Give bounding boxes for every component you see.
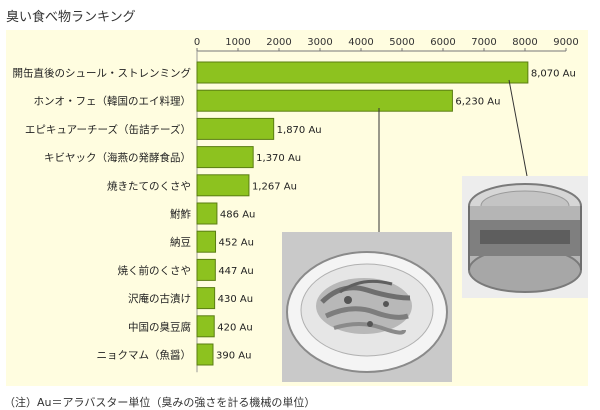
bar	[196, 258, 216, 281]
surstromming-can-photo	[462, 176, 588, 298]
bar	[196, 174, 250, 197]
value-label: 430 Au	[218, 294, 253, 305]
value-label: 420 Au	[217, 322, 252, 333]
photo-connectors	[378, 79, 528, 232]
surstromming-dish-photo	[282, 232, 452, 382]
x-tick-label: 5000	[389, 37, 414, 48]
x-tick-label: 2000	[266, 37, 291, 48]
x-tick-label: 9000	[553, 37, 578, 48]
category-label: 焼く前のくさや	[118, 264, 192, 277]
category-label: 納豆	[170, 236, 191, 249]
x-tick-label: 8000	[512, 37, 537, 48]
value-label: 1,267 Au	[252, 181, 297, 192]
value-label: 452 Au	[219, 238, 254, 249]
bar	[196, 343, 214, 366]
bar	[196, 61, 529, 84]
value-label: 486 Au	[220, 210, 255, 221]
chart-title: 臭い食べ物ランキング	[6, 10, 136, 25]
value-label: 6,230 Au	[455, 97, 500, 108]
connector-line-surstromming	[508, 79, 528, 177]
bar	[196, 230, 217, 253]
category-label: ホンオ・フェ（韓国のエイ料理）	[34, 95, 192, 108]
category-label: エピキュアーチーズ（缶詰チーズ）	[25, 123, 191, 136]
bar	[196, 117, 275, 140]
bars-layer	[196, 61, 529, 366]
value-label: 447 Au	[218, 266, 253, 277]
category-label: 鮒鮓	[170, 208, 191, 221]
value-label: 1,870 Au	[277, 125, 322, 136]
value-labels: 8,070 Au 6,230 Au 1,870 Au 1,370 Au 1,267 Au…	[216, 69, 576, 362]
footnote: （注）Au＝アラバスター単位（臭みの強さを計る機械の単位）	[4, 396, 316, 409]
category-label: 開缶直後のシュール・ストレンミング	[13, 67, 192, 80]
x-tick-label: 0	[194, 37, 200, 48]
bar	[196, 287, 216, 310]
category-label: ニョクマム（魚醤）	[97, 349, 192, 362]
x-tick-label: 3000	[307, 37, 332, 48]
x-tick-label: 4000	[348, 37, 373, 48]
x-tick-label: 7000	[471, 37, 496, 48]
category-label: 沢庵の古漬け	[128, 292, 191, 305]
category-label: キビヤック（海燕の発酵食品）	[44, 151, 191, 164]
bar	[196, 146, 254, 169]
x-tick-label: 6000	[430, 37, 455, 48]
value-label: 1,370 Au	[256, 153, 301, 164]
category-label: 焼きたてのくさや	[107, 180, 191, 192]
bar	[196, 89, 453, 112]
value-label: 390 Au	[216, 351, 251, 362]
value-label: 8,070 Au	[531, 69, 576, 80]
x-tick-label: 1000	[225, 37, 250, 48]
x-axis: 0 1000 2000 3000 4000 5000 6000 7000 8000 9000	[194, 37, 579, 373]
category-label: 中国の臭豆腐	[128, 320, 191, 333]
bar	[196, 202, 218, 225]
bar	[196, 315, 215, 338]
